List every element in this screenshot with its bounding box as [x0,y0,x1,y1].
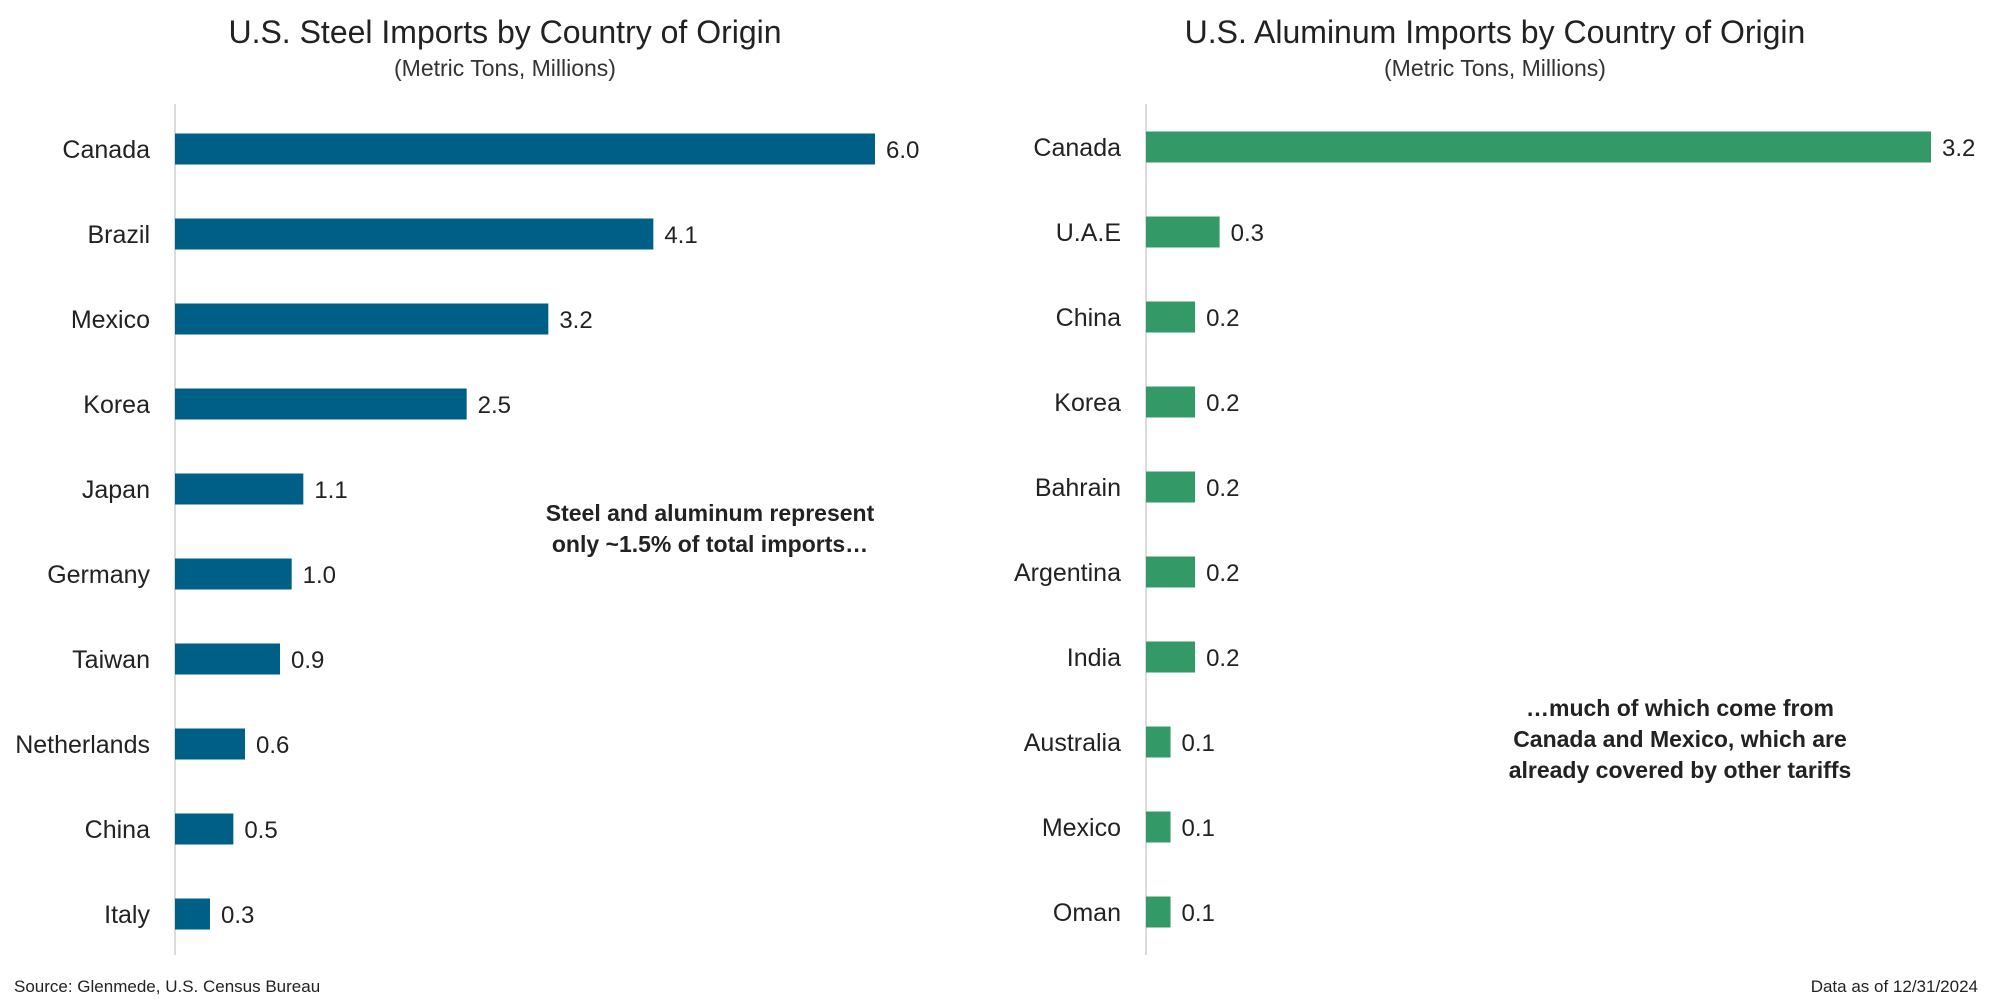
steel-bar-italy [175,898,210,930]
aluminum-value-label: 0.1 [1182,900,1215,927]
aluminum-bar-u-a-e [1146,216,1220,248]
aluminum-category-label: Mexico [1042,814,1121,842]
steel-category-label: Korea [83,391,150,419]
steel-bar-korea [175,388,467,420]
aluminum-bar-korea [1146,386,1196,418]
aluminum-category-label: China [1056,304,1121,332]
steel-bar-germany [175,558,292,590]
steel-bar-taiwan [175,643,280,675]
aluminum-chart: Canada 3.2 U.A.E 0.3 China 0.2 Korea 0.2 Bahrain… [1014,104,1975,955]
aluminum-chart-title: U.S. Aluminum Imports by Country of Orig… [1184,14,1806,50]
aluminum-value-label: 0.2 [1206,645,1239,672]
aluminum-annotation: …much of which come from Canada and Mexi… [1508,695,1852,783]
steel-bar-canada [175,133,875,165]
aluminum-category-label: Australia [1024,729,1121,757]
steel-value-label: 1.0 [303,562,336,589]
aluminum-value-label: 0.2 [1206,475,1239,502]
aluminum-value-label: 0.1 [1182,730,1215,757]
aluminum-value-label: 0.3 [1231,220,1264,247]
aluminum-value-label: 0.2 [1206,560,1239,587]
steel-category-label: Mexico [71,306,150,334]
steel-bar-japan [175,473,304,505]
steel-category-label: Japan [82,476,150,504]
aluminum-value-label: 0.2 [1206,305,1239,332]
steel-category-label: Netherlands [15,731,150,759]
steel-value-label: 0.6 [256,732,289,759]
aluminum-chart-subtitle: (Metric Tons, Millions) [1384,55,1606,81]
steel-chart-subtitle: (Metric Tons, Millions) [394,55,616,81]
steel-bar-mexico [175,303,549,335]
steel-bar-china [175,813,234,845]
steel-value-label: 1.1 [314,477,347,504]
steel-category-label: Brazil [87,221,150,249]
steel-value-label: 0.5 [244,817,277,844]
aluminum-category-label: India [1067,644,1121,672]
steel-chart: Canada 6.0 Brazil 4.1 Mexico 3.2 Korea 2.5 Japan… [15,104,919,955]
steel-category-label: Germany [47,561,150,589]
data-as-of-note: Data as of 12/31/2024 [1810,977,1978,996]
steel-value-label: 0.9 [291,647,324,674]
steel-value-label: 0.3 [221,902,254,929]
aluminum-category-label: Canada [1033,134,1121,162]
steel-category-label: Canada [62,136,150,164]
steel-annotation: Steel and aluminum represent only ~1.5% … [545,500,875,557]
aluminum-bar-bahrain [1146,471,1196,503]
steel-value-label: 3.2 [559,307,592,334]
steel-bar-brazil [175,218,654,250]
aluminum-bar-oman [1146,896,1171,928]
steel-value-label: 2.5 [478,392,511,419]
steel-value-label: 4.1 [664,222,697,249]
aluminum-bar-india [1146,641,1196,673]
aluminum-value-label: 3.2 [1942,135,1975,162]
aluminum-bar-mexico [1146,811,1171,843]
aluminum-bar-canada [1146,131,1931,163]
steel-chart-title: U.S. Steel Imports by Country of Origin [228,14,782,50]
aluminum-value-label: 0.1 [1182,815,1215,842]
source-note: Source: Glenmede, U.S. Census Bureau [14,977,321,996]
aluminum-category-label: Oman [1053,899,1121,927]
steel-category-label: Italy [104,901,150,929]
aluminum-bar-australia [1146,726,1171,758]
aluminum-category-label: Bahrain [1035,474,1121,502]
steel-category-label: Taiwan [72,646,150,674]
aluminum-bar-china [1146,301,1196,333]
aluminum-category-label: U.A.E [1056,219,1121,247]
aluminum-value-label: 0.2 [1206,390,1239,417]
steel-category-label: China [85,816,150,844]
aluminum-bar-argentina [1146,556,1196,588]
steel-value-label: 6.0 [886,137,919,164]
aluminum-category-label: Argentina [1014,559,1121,587]
steel-bar-netherlands [175,728,245,760]
aluminum-category-label: Korea [1054,389,1121,417]
